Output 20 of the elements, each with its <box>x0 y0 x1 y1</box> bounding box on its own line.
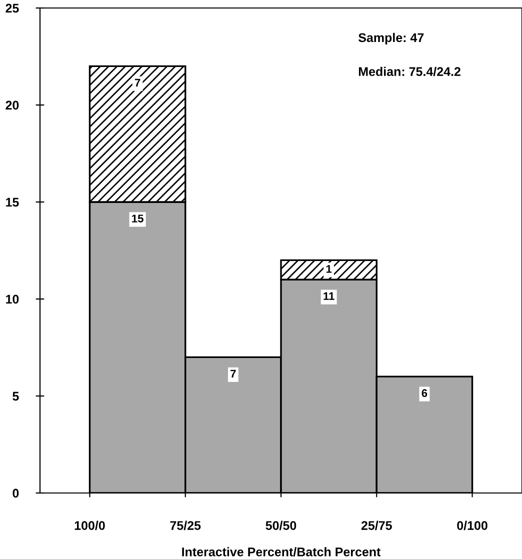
text: 75/25 <box>170 520 201 530</box>
y-tick-label: 5 <box>12 392 19 401</box>
annotation: Sample: 47 <box>358 32 424 45</box>
y-tick-label: 15 <box>6 198 19 207</box>
data-label: 15 <box>132 214 144 222</box>
x-axis-title: Interactive Percent/Batch Percent <box>182 547 381 556</box>
annotation: Median: 75.4/24.2 <box>358 66 460 76</box>
data-label: 7 <box>134 78 140 87</box>
y-tick-label: 10 <box>6 294 19 304</box>
text: 100/0 <box>74 520 105 530</box>
data-label: 1 <box>326 265 332 273</box>
text: 0/100 <box>457 520 488 530</box>
data-label: 11 <box>324 292 334 300</box>
y-tick-label: 0 <box>12 488 19 498</box>
y-tick-label: 20 <box>6 100 19 110</box>
y-tick-label: 25 <box>6 4 19 13</box>
data-label: 6 <box>422 389 428 398</box>
text: 25/75 <box>361 520 392 530</box>
text: 50/50 <box>266 520 296 530</box>
data-label: 7 <box>230 370 236 378</box>
